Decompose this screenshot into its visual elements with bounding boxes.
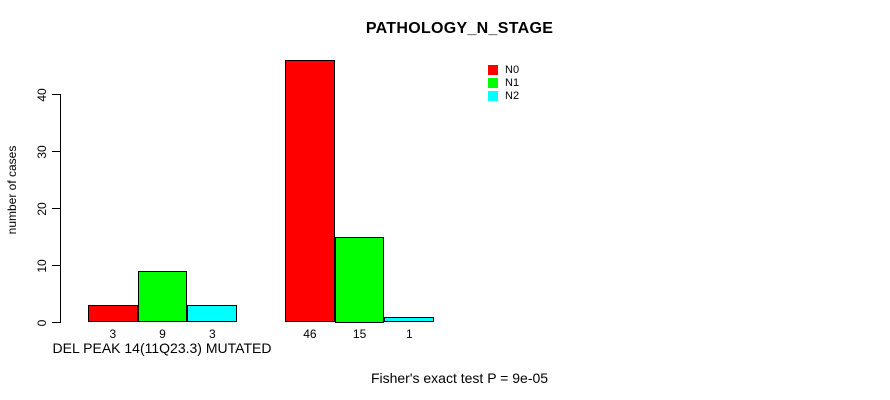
legend-label: N2 bbox=[505, 89, 520, 102]
stat-test-annotation: Fisher's exact test P = 9e-05 bbox=[370, 370, 549, 386]
bar-n1-group1 bbox=[137, 271, 188, 323]
bar-value-label: 1 bbox=[405, 327, 413, 341]
y-tick-mark bbox=[52, 265, 60, 266]
chart-title: PATHOLOGY_N_STAGE bbox=[365, 20, 554, 37]
y-tick-label: 10 bbox=[35, 258, 49, 273]
bar-n2-group2 bbox=[384, 316, 435, 323]
legend: N0 N1 N2 bbox=[488, 63, 519, 102]
y-tick-label: 40 bbox=[35, 87, 49, 102]
legend-swatch-icon bbox=[488, 64, 498, 75]
legend-swatch-icon bbox=[488, 77, 498, 88]
bar-value-label: 46 bbox=[303, 327, 317, 341]
y-tick-mark bbox=[52, 94, 60, 95]
y-tick-mark bbox=[52, 208, 60, 209]
legend-item-n2: N2 bbox=[488, 89, 519, 102]
bar-n2-group1 bbox=[187, 305, 238, 323]
legend-label: N0 bbox=[505, 63, 520, 76]
y-axis-label: number of cases bbox=[5, 145, 19, 235]
x-category-label: DEL PEAK 14(11Q23.3) MUTATED bbox=[52, 340, 272, 356]
y-tick-label: 30 bbox=[35, 144, 49, 159]
legend-item-n1: N1 bbox=[488, 76, 519, 89]
legend-item-n0: N0 bbox=[488, 63, 519, 76]
bar-value-label: 9 bbox=[159, 327, 166, 341]
bar-value-label: 3 bbox=[208, 327, 216, 341]
y-tick-label: 0 bbox=[35, 319, 49, 326]
y-tick-mark bbox=[52, 151, 60, 152]
y-tick-mark bbox=[52, 322, 60, 323]
y-tick-label: 20 bbox=[35, 201, 49, 216]
bar-n0-group2 bbox=[285, 60, 335, 323]
bar-n1-group2 bbox=[334, 237, 385, 323]
legend-swatch-icon bbox=[488, 90, 498, 101]
bar-n0-group1 bbox=[88, 305, 138, 323]
bar-value-label: 3 bbox=[109, 327, 117, 341]
bar-value-label: 15 bbox=[352, 327, 367, 341]
legend-label: N1 bbox=[505, 76, 520, 89]
y-axis-line bbox=[60, 94, 61, 323]
